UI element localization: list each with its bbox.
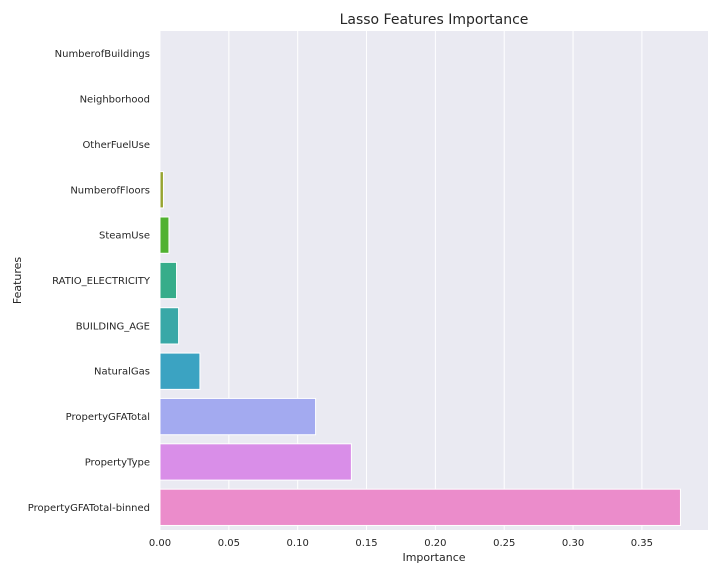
- chart-title: Lasso Features Importance: [340, 12, 529, 28]
- y-tick-label: BUILDING_AGE: [76, 321, 150, 332]
- bar-propertytype: [159, 443, 352, 481]
- y-axis-label: Features: [11, 257, 24, 305]
- x-tick-label: 0.20: [424, 538, 446, 549]
- x-tick-label: 0.10: [287, 538, 309, 549]
- x-tick-label: 0.35: [631, 538, 653, 549]
- bar-numberoffloors: [159, 171, 164, 209]
- bar-naturalgas: [159, 352, 201, 390]
- y-tick-label: PropertyGFATotal-binned: [28, 503, 150, 514]
- y-tick-label: SteamUse: [99, 231, 150, 242]
- x-tick-label: 0.05: [218, 538, 240, 549]
- bar-propertygfatotal: [159, 397, 317, 436]
- grid-lines: [159, 31, 643, 530]
- y-tick-label: PropertyGFATotal: [66, 412, 150, 423]
- bar-ratio-electricity: [159, 261, 178, 300]
- y-tick-label: OtherFuelUse: [82, 140, 150, 151]
- y-tick-label: Neighborhood: [80, 95, 150, 106]
- x-tick-label: 0.00: [149, 538, 171, 549]
- y-tick-label: NumberofBuildings: [55, 49, 150, 60]
- bar-building-age: [159, 307, 180, 345]
- bars: [159, 171, 681, 526]
- y-tick-label: RATIO_ELECTRICITY: [52, 276, 151, 287]
- x-tick-label: 0.15: [355, 538, 377, 549]
- x-tick-labels: 0.00 0.05 0.10 0.15 0.20 0.25 0.30 0.35: [149, 538, 653, 549]
- x-tick-label: 0.25: [493, 538, 515, 549]
- y-tick-label: PropertyType: [85, 457, 150, 468]
- bar-propertygfatotal-binned: [159, 488, 681, 526]
- x-axis-label: Importance: [402, 551, 465, 564]
- y-tick-label: NumberofFloors: [70, 185, 150, 196]
- y-tick-label: NaturalGas: [94, 367, 150, 378]
- y-tick-labels: NumberofBuildings Neighborhood OtherFuelUs…: [28, 49, 151, 514]
- bar-steamuse: [159, 216, 170, 254]
- x-tick-label: 0.30: [562, 538, 584, 549]
